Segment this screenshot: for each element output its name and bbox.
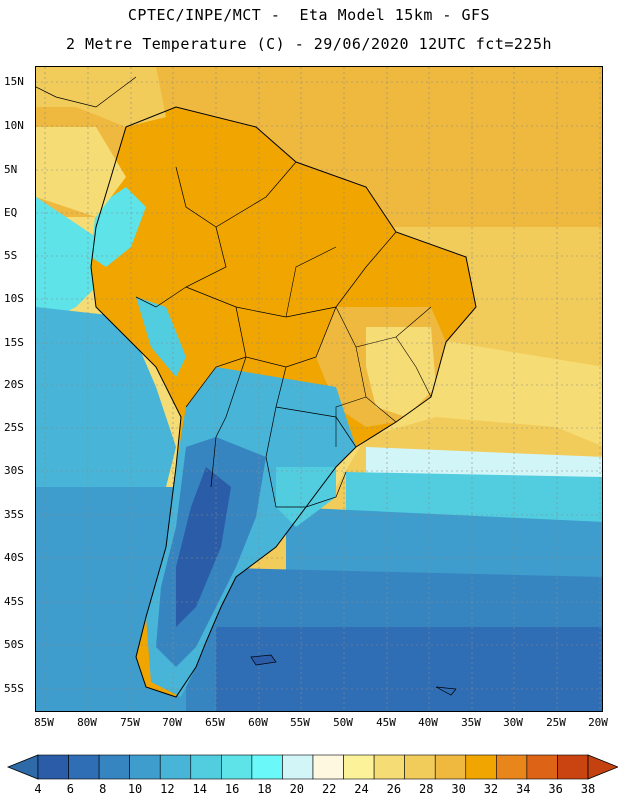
lon-label-35w: 35W [461, 716, 481, 729]
lon-label-50w: 50W [333, 716, 353, 729]
colorbar-bin [251, 754, 283, 780]
temperature-colorbar [6, 754, 618, 780]
lat-label-35s: 35S [4, 508, 24, 521]
lon-label-70w: 70W [162, 716, 182, 729]
colorbar-over-arrow [587, 754, 618, 780]
colorbar-tick-label: 30 [451, 782, 466, 796]
colorbar-tick-label: 10 [127, 782, 143, 796]
colorbar-tick-label: 26 [386, 782, 402, 796]
falkland-islands [250, 654, 277, 666]
pampas-cool [276, 467, 336, 527]
lon-label-25w: 25W [546, 716, 566, 729]
coastline [90, 106, 477, 698]
colorbar-tick-label: 16 [224, 782, 240, 796]
lon-label-65w: 65W [205, 716, 225, 729]
lat-label-30s: 30S [4, 464, 24, 477]
lon-label-60w: 60W [248, 716, 268, 729]
lat-label-5n: 5N [4, 163, 18, 176]
colorbar-tick-label: 28 [419, 782, 434, 796]
lat-label-15s: 15S [4, 336, 24, 349]
colorbar-bin [159, 754, 192, 780]
colorbar-tick-label: 38 [580, 782, 596, 796]
colorbar-tick-label: 14 [192, 782, 207, 796]
lat-label-20s: 20S [4, 378, 24, 391]
lon-label-30w: 30W [503, 716, 523, 729]
colorbar-tick-label: 24 [354, 782, 369, 796]
lat-label-5s: 5S [4, 249, 18, 262]
chart-subtitle: 2 Metre Temperature (C) - 29/06/2020 12U… [65, 35, 553, 53]
colorbar-bin [98, 754, 130, 780]
colorbar-bin [68, 754, 100, 780]
peru-andes-cool [136, 297, 186, 377]
colorbar-bin [129, 754, 161, 780]
lat-label-40s: 40S [4, 551, 24, 564]
lat-label-15n: 15N [4, 75, 24, 88]
colorbar-tick-label: 34 [516, 782, 531, 796]
lat-label-10s: 10S [4, 292, 24, 305]
colorbar-bin [37, 754, 69, 780]
colorbar-bin [373, 754, 405, 780]
lon-label-75w: 75W [120, 716, 140, 729]
state-borders [285, 246, 432, 447]
northern-andes-cool [91, 187, 146, 267]
lat-label-10n: 10N [4, 119, 24, 132]
country-borders [36, 76, 397, 508]
lon-label-40w: 40W [418, 716, 438, 729]
andes-coldest [176, 467, 231, 627]
lon-label-55w: 55W [290, 716, 310, 729]
colorbar-under-arrow [6, 754, 39, 780]
colorbar-tick-label: 36 [548, 782, 563, 796]
colorbar-bin [496, 754, 528, 780]
colorbar-tick-label: 18 [257, 782, 272, 796]
lon-label-20w: 20W [588, 716, 608, 729]
temperature-map [35, 66, 603, 712]
colorbar-bin [404, 754, 436, 780]
colorbar-bin [465, 754, 497, 780]
lat-label-45s: 45S [4, 595, 24, 608]
brazil-east-mild [366, 327, 436, 417]
colorbar-tick-label: 22 [321, 782, 337, 796]
pacific-cool-band [36, 197, 106, 327]
lat-label-50s: 50S [4, 638, 24, 651]
colorbar-tick-label: 8 [99, 782, 107, 796]
colorbar-bin [190, 754, 222, 780]
lon-label-80w: 80W [77, 716, 97, 729]
lon-label-85w: 85W [34, 716, 54, 729]
lat-label-25s: 25S [4, 421, 24, 434]
colorbar-tick-label: 4 [34, 782, 42, 796]
colorbar-tick-label: 32 [483, 782, 499, 796]
colorbar-tick-label: 6 [66, 782, 74, 796]
colorbar-bin [526, 754, 558, 780]
lon-label-45w: 45W [376, 716, 396, 729]
colorbar-bin [221, 754, 253, 780]
colorbar-tick-label: 12 [160, 782, 175, 796]
south-georgia [435, 686, 457, 696]
lat-label-eq: EQ [4, 206, 18, 219]
colorbar-tick-label: 20 [289, 782, 305, 796]
colorbar-bin [434, 754, 467, 780]
far-south-band [216, 627, 602, 711]
chart-title: CPTEC/INPE/MCT - Eta Model 15km - GFS [127, 6, 491, 24]
caribbean-warm [36, 67, 166, 127]
lat-label-55s: 55S [4, 682, 24, 695]
colorbar-bin [282, 754, 314, 780]
colorbar-bin [312, 754, 344, 780]
colorbar-bin [343, 754, 375, 780]
colorbar-bin [557, 754, 589, 780]
pacific-north-mild [36, 127, 126, 217]
